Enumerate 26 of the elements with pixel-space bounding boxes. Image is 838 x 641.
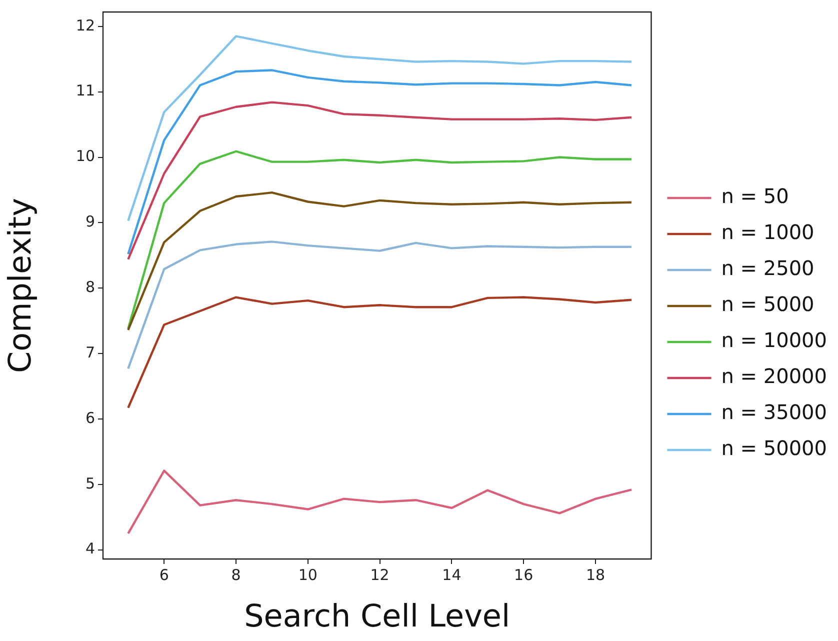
legend-label: n = 2500 [721,256,814,280]
x-axis-title: Search Cell Level [244,598,510,634]
y-tick-label: 4 [85,540,95,558]
x-tick-label: 6 [159,566,169,584]
legend-label: n = 50 [721,184,789,208]
y-tick-label: 8 [85,278,95,296]
legend-label: n = 10000 [721,328,828,352]
y-tick-label: 5 [85,474,95,492]
x-tick-label: 8 [231,566,241,584]
y-tick-label: 11 [76,82,95,100]
y-tick-label: 12 [76,16,95,34]
y-axis-title: Complexity [2,198,39,374]
legend-label: n = 20000 [721,364,828,388]
legend-label: n = 1000 [721,220,814,244]
x-tick-label: 12 [370,566,390,584]
y-tick-label: 6 [85,408,95,427]
y-tick-label: 9 [85,212,95,231]
y-tick-label: 7 [85,343,95,362]
legend-label: n = 35000 [721,400,828,424]
x-tick-label: 14 [442,566,462,584]
legend-label: n = 50000 [721,436,828,460]
y-tick-label: 10 [76,147,95,166]
x-tick-label: 18 [586,566,606,584]
x-tick-label: 10 [298,566,318,584]
x-tick-label: 16 [514,566,534,584]
legend-label: n = 5000 [721,292,814,316]
